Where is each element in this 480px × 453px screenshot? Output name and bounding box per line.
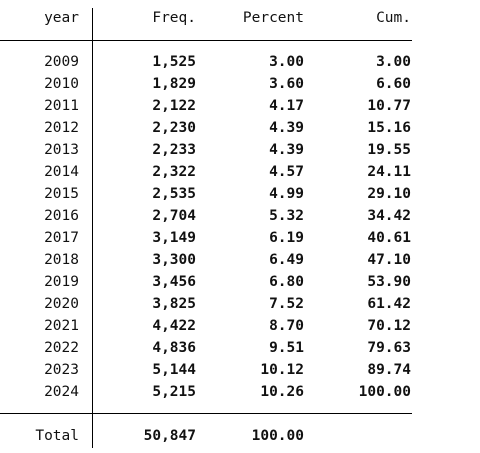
table-row: 2023 5,144 10.12 89.74 — [0, 359, 412, 381]
cell-year: 2013 — [44, 142, 79, 158]
cell-year: 2017 — [44, 230, 79, 246]
cell-freq: 1,829 — [152, 76, 196, 92]
cell-freq: 1,525 — [152, 54, 196, 70]
cell-percent: 5.32 — [269, 208, 304, 224]
cell-year: 2022 — [44, 340, 79, 356]
cell-cum: 15.16 — [367, 120, 411, 136]
cell-year: 2018 — [44, 252, 79, 268]
cell-cum: 19.55 — [367, 142, 411, 158]
header-rule — [0, 40, 412, 41]
cell-cum: 24.11 — [367, 164, 411, 180]
cell-freq: 2,535 — [152, 186, 196, 202]
cell-year: 2011 — [44, 98, 79, 114]
total-label: Total — [35, 428, 79, 444]
cell-percent: 6.19 — [269, 230, 304, 246]
cell-freq: 3,149 — [152, 230, 196, 246]
cell-year: 2024 — [44, 384, 79, 400]
cell-cum: 29.10 — [367, 186, 411, 202]
cell-year: 2010 — [44, 76, 79, 92]
cell-freq: 3,825 — [152, 296, 196, 312]
cell-percent: 3.60 — [269, 76, 304, 92]
table-row: 2012 2,230 4.39 15.16 — [0, 117, 412, 139]
frequency-table: year Freq. Percent Cum. 2009 1,525 3.00 3.0… — [0, 7, 412, 448]
cell-percent: 8.70 — [269, 318, 304, 334]
cell-year: 2016 — [44, 208, 79, 224]
cell-year: 2014 — [44, 164, 79, 180]
header-year: year — [44, 10, 79, 26]
cell-percent: 4.57 — [269, 164, 304, 180]
cell-freq: 5,215 — [152, 384, 196, 400]
cell-year: 2021 — [44, 318, 79, 334]
total-percent: 100.00 — [251, 428, 304, 444]
table-row: 2017 3,149 6.19 40.61 — [0, 227, 412, 249]
cell-cum: 61.42 — [367, 296, 411, 312]
cell-freq: 4,422 — [152, 318, 196, 334]
cell-percent: 10.26 — [260, 384, 304, 400]
cell-cum: 53.90 — [367, 274, 411, 290]
cell-cum: 3.00 — [376, 54, 411, 70]
table-row: 2009 1,525 3.00 3.00 — [0, 51, 412, 73]
table-row: 2022 4,836 9.51 79.63 — [0, 337, 412, 359]
cell-cum: 70.12 — [367, 318, 411, 334]
header-row: year Freq. Percent Cum. — [0, 7, 412, 29]
cell-percent: 10.12 — [260, 362, 304, 378]
cell-percent: 6.49 — [269, 252, 304, 268]
header-cum: Cum. — [376, 10, 411, 26]
cell-freq: 3,300 — [152, 252, 196, 268]
cell-freq: 2,704 — [152, 208, 196, 224]
table-row: 2024 5,215 10.26 100.00 — [0, 381, 412, 403]
table-row: 2019 3,456 6.80 53.90 — [0, 271, 412, 293]
table-row: 2018 3,300 6.49 47.10 — [0, 249, 412, 271]
cell-year: 2023 — [44, 362, 79, 378]
cell-year: 2015 — [44, 186, 79, 202]
cell-year: 2020 — [44, 296, 79, 312]
table-row: 2020 3,825 7.52 61.42 — [0, 293, 412, 315]
cell-cum: 79.63 — [367, 340, 411, 356]
cell-freq: 2,233 — [152, 142, 196, 158]
table-row: 2016 2,704 5.32 34.42 — [0, 205, 412, 227]
header-freq: Freq. — [152, 10, 196, 26]
cell-freq: 3,456 — [152, 274, 196, 290]
table-row: 2015 2,535 4.99 29.10 — [0, 183, 412, 205]
table-row: 2013 2,233 4.39 19.55 — [0, 139, 412, 161]
cell-percent: 4.99 — [269, 186, 304, 202]
cell-freq: 5,144 — [152, 362, 196, 378]
table-row: 2011 2,122 4.17 10.77 — [0, 95, 412, 117]
cell-year: 2009 — [44, 54, 79, 70]
cell-percent: 3.00 — [269, 54, 304, 70]
cell-freq: 4,836 — [152, 340, 196, 356]
table-row: 2010 1,829 3.60 6.60 — [0, 73, 412, 95]
cell-percent: 4.39 — [269, 142, 304, 158]
cell-year: 2012 — [44, 120, 79, 136]
cell-cum: 10.77 — [367, 98, 411, 114]
total-rule — [0, 413, 412, 414]
header-percent: Percent — [242, 10, 304, 26]
cell-percent: 6.80 — [269, 274, 304, 290]
cell-cum: 34.42 — [367, 208, 411, 224]
cell-percent: 7.52 — [269, 296, 304, 312]
cell-freq: 2,122 — [152, 98, 196, 114]
cell-freq: 2,230 — [152, 120, 196, 136]
table-row: 2021 4,422 8.70 70.12 — [0, 315, 412, 337]
cell-freq: 2,322 — [152, 164, 196, 180]
cell-cum: 47.10 — [367, 252, 411, 268]
cell-percent: 9.51 — [269, 340, 304, 356]
cell-cum: 89.74 — [367, 362, 411, 378]
cell-percent: 4.39 — [269, 120, 304, 136]
total-row: Total 50,847 100.00 — [0, 425, 412, 447]
cell-year: 2019 — [44, 274, 79, 290]
cell-cum: 40.61 — [367, 230, 411, 246]
cell-cum: 6.60 — [376, 76, 411, 92]
cell-percent: 4.17 — [269, 98, 304, 114]
table-row: 2014 2,322 4.57 24.11 — [0, 161, 412, 183]
column-divider — [92, 8, 93, 448]
total-freq: 50,847 — [143, 428, 196, 444]
cell-cum: 100.00 — [358, 384, 411, 400]
